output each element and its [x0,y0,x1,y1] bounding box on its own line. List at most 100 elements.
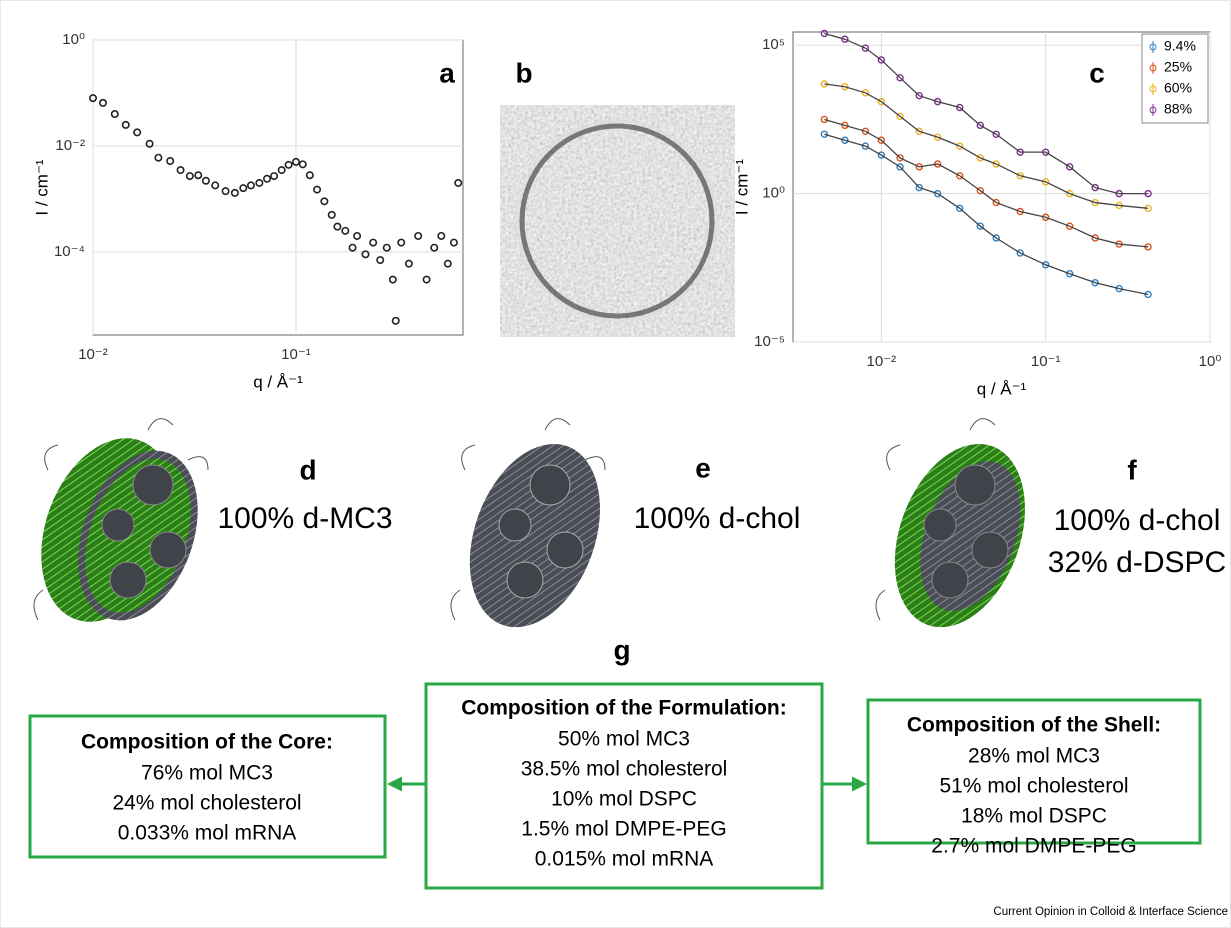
box-line: 0.033% mol mRNA [118,822,297,845]
data-point [1091,234,1099,242]
panel-label: c [1089,57,1105,88]
data-point [841,35,849,43]
box-line: 10% mol DSPC [551,788,697,811]
footer: Current Opinion in Colloid & Interface S… [993,906,1228,918]
y-axis-label: I / cm⁻¹ [732,159,751,216]
x-axis-label: q / Å⁻¹ [253,372,303,391]
data-point [896,163,904,171]
data-point [896,112,904,121]
data-point [956,142,964,150]
data-point [1065,163,1074,171]
data-point [915,183,923,192]
panel-label: d [299,454,316,485]
data-point [915,91,923,100]
data-point [976,222,984,230]
data-point [915,127,923,136]
data-point [933,133,942,141]
data-point [992,130,1000,138]
data-point [239,184,248,193]
box-line: 0.015% mol mRNA [535,848,714,871]
data-point [1041,213,1050,221]
data-point [820,130,829,138]
x-axis-label: q / Å⁻¹ [977,379,1027,398]
data-point [376,256,385,265]
legend-label: 60% [1164,80,1192,96]
particle-e [450,418,606,628]
data-point [388,275,397,284]
box-line: 2.7% mol DMPE-PEG [931,835,1136,858]
data-point [185,172,194,181]
panel-label: a [439,57,455,88]
fit-line [824,118,1149,248]
data-point [896,74,904,82]
box-line: 50% mol MC3 [558,728,690,751]
data-point [1091,183,1099,192]
data-point [98,98,107,107]
data-point [454,178,463,187]
box-title: Composition of the Core: [81,731,333,754]
legend-label: 88% [1164,101,1192,117]
data-point [246,181,255,190]
cryo-image [500,105,735,337]
data-point [992,198,1000,207]
data-point [277,166,286,175]
data-point [361,250,370,259]
plot-area [792,31,1211,343]
panel-label: f [1127,454,1137,485]
data-point [956,204,964,213]
data-point [211,181,220,190]
fit-line [824,83,1149,209]
data-point [414,231,423,240]
data-point [327,210,336,219]
data-point [449,238,458,247]
data-point [976,121,984,130]
data-point [313,185,322,194]
legend-marker [1149,85,1157,93]
shell-box [866,698,1202,845]
data-point [255,178,264,187]
data-point [298,160,307,169]
data-point [333,222,342,231]
panel-label: e [695,452,711,483]
data-point [1016,249,1024,257]
panel-label: b [515,57,532,88]
data-point [976,154,984,162]
data-point [430,243,439,252]
data-point [154,153,163,162]
y-tick-label: 10⁻² [55,137,85,154]
formulation-box [424,682,824,890]
box-title: Composition of the Shell: [907,714,1161,737]
data-point [166,156,175,165]
data-point [353,231,362,240]
x-tick-label: 10⁻¹ [1031,353,1061,370]
data-point [976,186,984,195]
data-point [820,115,829,124]
data-point [861,44,870,52]
legend-marker [1149,43,1157,51]
data-point [320,197,329,206]
box-line: 18% mol DSPC [961,805,1107,828]
box-line: 38.5% mol cholesterol [521,758,728,781]
data-point [1091,278,1099,287]
y-tick-label: 10⁵ [762,36,785,53]
box-line: 24% mol cholesterol [112,792,301,815]
data-point [369,238,378,247]
data-point [841,121,849,130]
data-point [877,136,886,144]
particle-f [875,418,1025,628]
fit-line [824,32,1149,195]
legend-marker [1149,64,1157,72]
data-point [1065,189,1074,198]
legend-label: 9.4% [1164,38,1196,54]
y-tick-label: 10⁻⁵ [754,333,785,350]
x-tick-label: 10⁻¹ [281,346,311,363]
fit-line [824,133,1149,296]
data-point [861,142,870,150]
data-point [933,97,942,106]
data-point [391,316,400,325]
data-point [422,275,431,284]
data-point [1016,172,1024,180]
data-point [176,166,185,175]
data-point [284,160,293,169]
